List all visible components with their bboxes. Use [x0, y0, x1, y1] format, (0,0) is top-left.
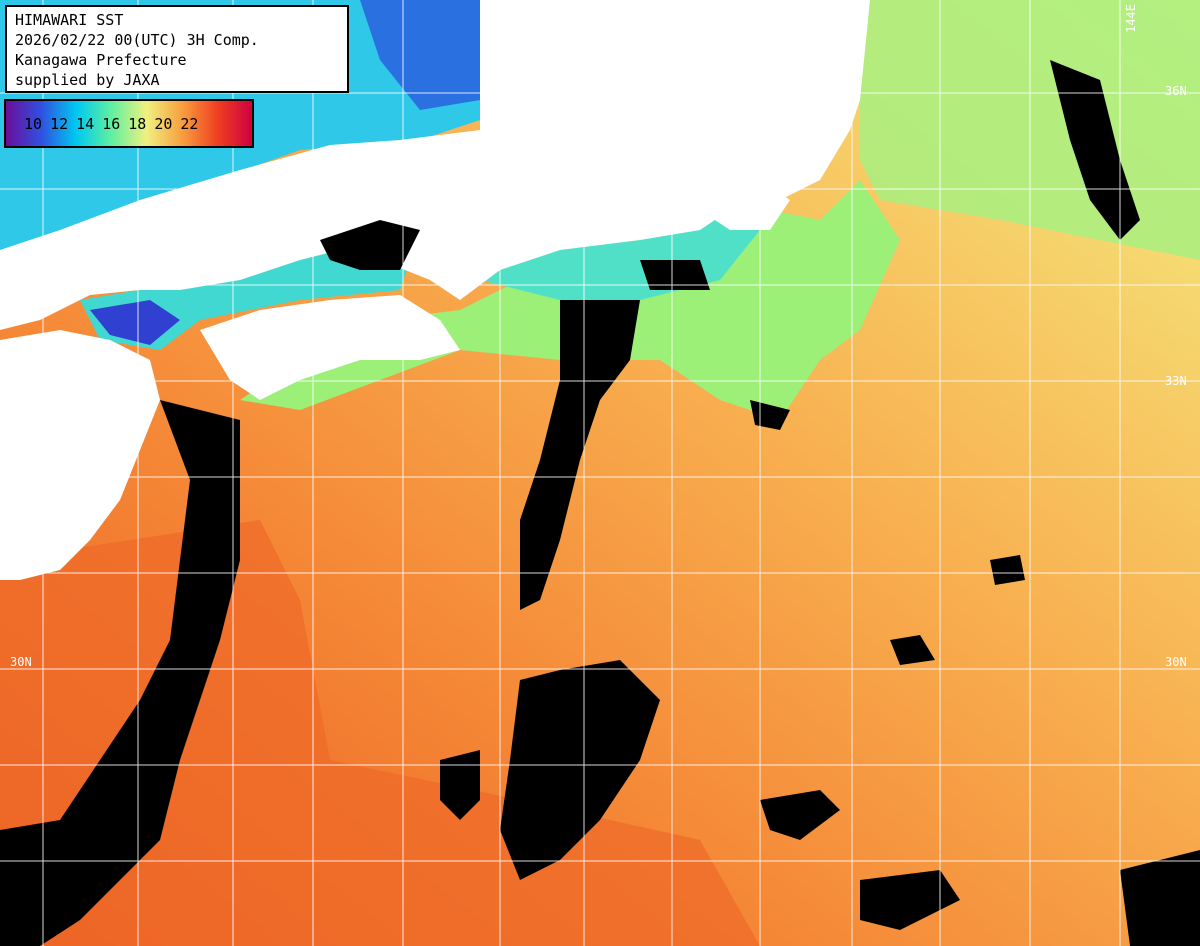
- info-box: HIMAWARI SST 2026/02/22 00(UTC) 3H Comp.…: [5, 5, 349, 93]
- land-shikoku: [200, 295, 460, 400]
- inland-sea-deep: [90, 300, 180, 345]
- legend-tick: 16: [102, 114, 121, 133]
- cloud-band-south: [520, 300, 640, 610]
- cloud-patch-2: [760, 790, 840, 840]
- lat-label-33n: 33N: [1165, 374, 1187, 388]
- temperature-legend: 10 12 14 16 18 20 22: [4, 99, 254, 148]
- legend-tick: 10: [24, 114, 43, 133]
- cloud-patch-6: [990, 555, 1025, 585]
- product-title: HIMAWARI SST: [15, 11, 124, 29]
- cloud-patch-3: [860, 870, 960, 930]
- cloud-patch-5: [890, 635, 935, 665]
- lat-label-36n: 36N: [1165, 84, 1187, 98]
- cloud-kii: [320, 220, 420, 270]
- lon-label-144e: 144E: [1124, 4, 1138, 33]
- land-izu: [700, 180, 790, 230]
- legend-tick: 20: [154, 114, 173, 133]
- data-source: supplied by JAXA: [15, 71, 160, 89]
- lat-label-33n-west: 33N: [10, 374, 32, 388]
- legend-tick: 22: [180, 114, 199, 133]
- timestamp: 2026/02/22 00(UTC) 3H Comp.: [15, 31, 259, 49]
- sea-of-japan-deep: [360, 0, 480, 110]
- legend-tick: 14: [76, 114, 95, 133]
- cloud-cluster-center: [500, 660, 660, 880]
- legend-tick: 18: [128, 114, 147, 133]
- legend-tick: 12: [50, 114, 69, 133]
- cloud-cluster-east: [440, 750, 480, 820]
- land-honshu: [0, 0, 870, 330]
- lon-label-136e: 136E: [484, 4, 498, 33]
- lat-label-30n: 30N: [1165, 655, 1187, 669]
- cloud-patch-4: [1120, 850, 1200, 946]
- cloud-streak-northeast: [1050, 60, 1140, 240]
- provider-prefecture: Kanagawa Prefecture: [15, 51, 187, 69]
- land-kyushu: [0, 330, 160, 580]
- cloud-patch-1: [640, 260, 710, 290]
- cloud-kyushu-east: [0, 400, 240, 946]
- lat-label-30n-west: 30N: [10, 655, 32, 669]
